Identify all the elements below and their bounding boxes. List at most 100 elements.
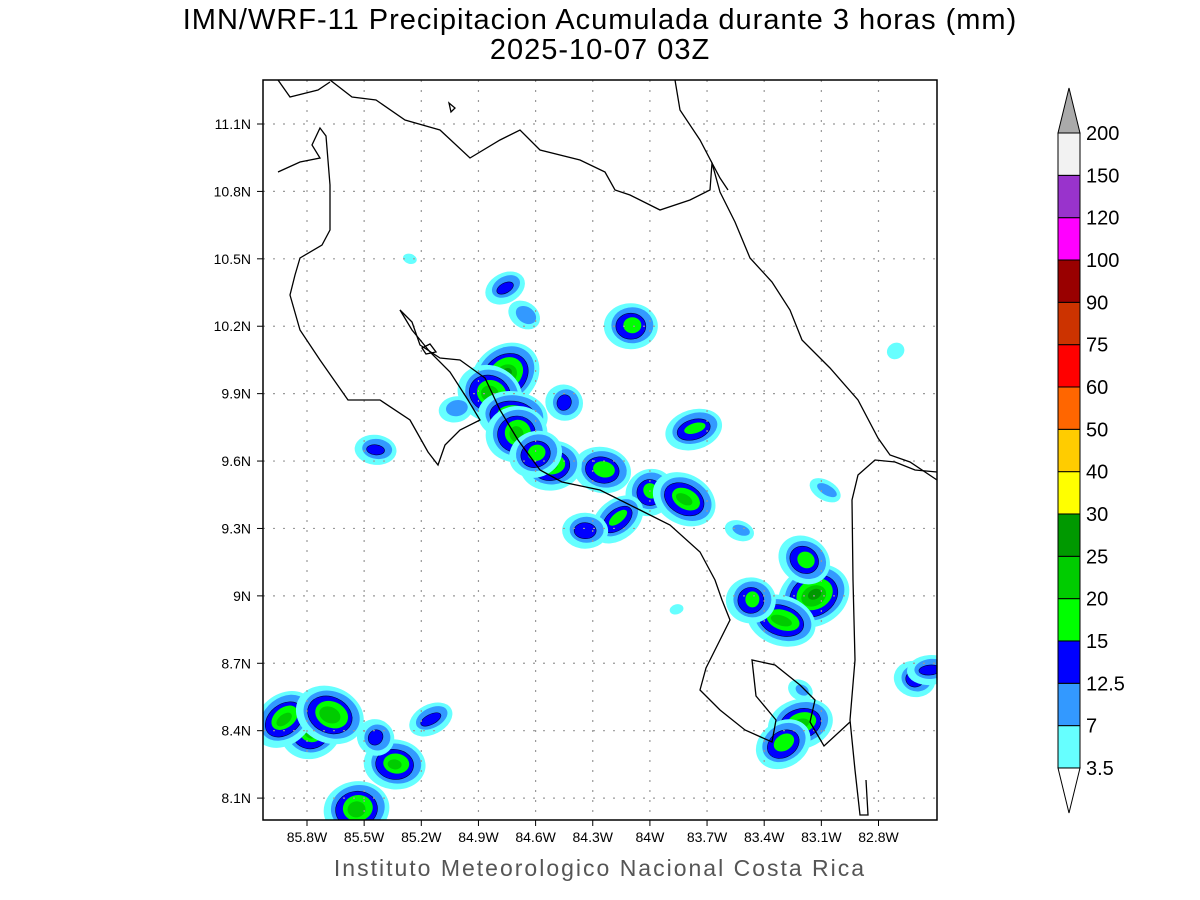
lon-tick-label: 85.8W	[287, 829, 328, 845]
precip-contour-level-1	[515, 305, 537, 325]
precip-contour-level-1	[445, 399, 468, 417]
lon-tick-label: 83.7W	[687, 829, 728, 845]
precip-contour-level-3	[593, 461, 615, 478]
colorbar-label: 30	[1086, 504, 1108, 526]
precip-cell	[403, 253, 417, 265]
coastlines	[277, 80, 937, 816]
lon-tick-label: 85.5W	[344, 829, 385, 845]
colorbar-under-triangle	[1057, 767, 1081, 814]
lon-tick-label: 82.8W	[858, 829, 899, 845]
colorbar-label: 120	[1086, 208, 1119, 230]
lat-tick-label: 10.5N	[214, 251, 251, 267]
precip-cell	[562, 512, 609, 549]
colorbar-swatch	[1057, 682, 1081, 727]
precip-contour-level-3	[745, 591, 760, 608]
colorbar-swatch	[1057, 598, 1081, 642]
precip-cell	[509, 430, 563, 478]
precip-cell	[295, 685, 364, 745]
nicoya-gulf-coast	[399, 309, 851, 748]
colorbar-swatch	[1057, 174, 1081, 219]
colorbar-swatch	[1057, 471, 1081, 515]
caribbean-coast	[674, 80, 937, 481]
pacific-coast-north	[277, 126, 481, 467]
map-valid-time: 2025-10-07 03Z	[489, 34, 711, 66]
precip-contour-level-3	[527, 444, 546, 461]
colorbar-swatch	[1057, 640, 1081, 684]
lat-tick-label: 9N	[233, 588, 251, 604]
precip-cell	[906, 654, 937, 686]
precip-cell	[669, 604, 684, 615]
colorbar-swatch	[1057, 513, 1081, 557]
colorbar-over-triangle	[1057, 87, 1081, 134]
colorbar-label: 200	[1086, 123, 1119, 145]
lat-tick-label: 11.1N	[215, 116, 251, 132]
precip-cell	[724, 520, 755, 542]
lat-tick-label: 8.7N	[221, 655, 251, 671]
lat-tick-label: 9.6N	[221, 453, 251, 469]
precip-cell	[809, 478, 841, 503]
precip-contour-level-0	[669, 604, 684, 615]
lat-tick-label: 10.8N	[214, 183, 251, 199]
precip-contour-level-2	[556, 394, 572, 411]
precip-cell	[886, 342, 905, 360]
precip-cell	[603, 303, 658, 350]
colorbar-swatch	[1057, 217, 1081, 261]
precip-contour-level-0	[886, 342, 905, 360]
colorbar-swatch	[1057, 259, 1081, 303]
colorbar-label: 40	[1086, 462, 1108, 484]
colorbar-swatch	[1057, 132, 1081, 176]
colorbar-label: 7	[1086, 716, 1097, 738]
lon-tick-label: 83.4W	[744, 829, 785, 845]
colorbar-swatch	[1057, 428, 1081, 473]
precipitation-field	[263, 253, 937, 820]
colorbar-label: 50	[1086, 419, 1108, 441]
map-title: IMN/WRF-11 Precipitacion Acumulada duran…	[182, 4, 1018, 36]
lat-tick-label: 9.9N	[221, 386, 251, 402]
lon-tick-label: 85.2W	[401, 829, 442, 845]
lon-tick-label: 84.6W	[515, 829, 556, 845]
lat-tick-label: 10.2N	[214, 318, 251, 334]
north-island	[447, 101, 456, 114]
precip-contour-level-3	[608, 509, 628, 526]
precip-contour-level-5	[807, 588, 822, 600]
lon-tick-label: 84.3W	[573, 829, 614, 845]
colorbar: 3.5 7 12.5 15 20 25 30 40 50 60 75 90 100 120 150 200	[1057, 87, 1125, 814]
lat-tick-label: 8.1N	[221, 790, 251, 806]
precip-contour-level-4	[347, 801, 366, 818]
colorbar-swatch	[1057, 725, 1081, 769]
colorbar-label: 150	[1086, 165, 1119, 187]
precip-contour-level-4	[770, 614, 792, 627]
colorbar-label: 100	[1086, 250, 1119, 272]
colorbar-label: 25	[1086, 546, 1108, 568]
precip-cell	[354, 434, 397, 465]
precip-cell	[485, 271, 525, 305]
panama-border	[849, 459, 937, 816]
lon-tick-label: 84.9W	[458, 829, 499, 845]
precip-contour-level-0	[403, 253, 417, 265]
precip-contour-level-2	[366, 444, 385, 456]
graticule	[263, 80, 937, 820]
precip-cell	[778, 535, 830, 585]
precip-contour-level-4	[675, 493, 693, 506]
precip-contour-level-3	[623, 317, 642, 334]
colorbar-swatch	[1057, 386, 1081, 430]
precip-cell	[652, 472, 716, 527]
precip-cell	[356, 719, 395, 756]
precip-contour-level-2	[918, 664, 937, 676]
colorbar-swatch	[1057, 344, 1081, 388]
precip-contour-level-1	[795, 684, 809, 696]
colorbar-label: 12.5	[1086, 673, 1125, 695]
precip-cell	[363, 739, 426, 790]
precip-cell	[788, 679, 813, 702]
precip-cell	[725, 577, 776, 624]
nicaragua-border	[329, 80, 729, 211]
precip-contour-level-2	[573, 522, 597, 540]
lon-tick-label: 84W	[636, 829, 666, 845]
precip-contour-level-4	[387, 759, 402, 770]
precip-contour-level-4	[276, 712, 292, 727]
map-frame	[262, 79, 938, 821]
colorbar-swatch	[1057, 555, 1081, 600]
lat-tick-label: 8.4N	[221, 723, 251, 739]
precip-contour-level-1	[817, 483, 837, 498]
